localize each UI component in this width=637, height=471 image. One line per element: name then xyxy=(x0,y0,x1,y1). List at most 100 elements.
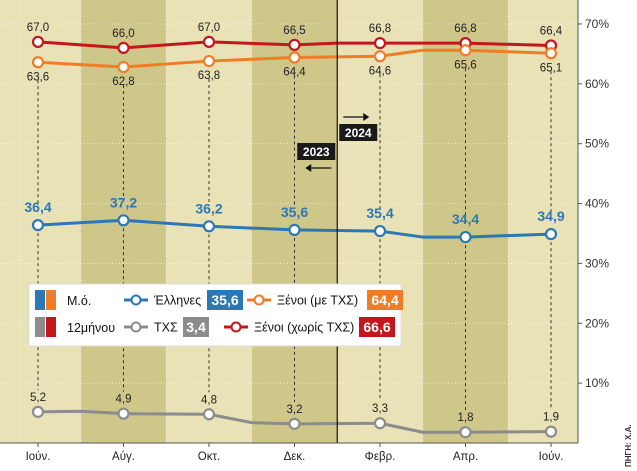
data-point-txs xyxy=(544,425,558,438)
data-point-xenoi_txs xyxy=(373,50,387,63)
data-point-xenoi_txs xyxy=(202,54,216,68)
data-point-ellines xyxy=(459,230,472,244)
data-point-txs xyxy=(459,426,472,439)
legend-value-txs: 3,4 xyxy=(186,319,206,335)
x-tick-label: Δεκ. xyxy=(284,451,306,463)
legend-type-swatch xyxy=(46,317,56,337)
chart-background-stripes xyxy=(0,0,578,443)
data-point-txs xyxy=(373,417,387,430)
stripe-band xyxy=(251,0,338,443)
data-point-xenoi_txs xyxy=(544,47,558,60)
legend-value-ellines: 35,6 xyxy=(211,292,238,308)
year-label-right: 2024 xyxy=(345,126,372,140)
legend-marker-ellines xyxy=(130,294,142,306)
x-tick-label: Φεβρ. xyxy=(365,451,396,463)
x-tick-label: Ιούν. xyxy=(539,451,564,463)
data-label-ellines: 34,9 xyxy=(537,208,564,224)
data-label-xenoi_no_txs: 66,0 xyxy=(112,28,134,40)
data-point-ellines xyxy=(31,218,45,232)
data-label-ellines: 35,4 xyxy=(366,205,393,221)
data-label-txs: 5,2 xyxy=(30,392,46,404)
data-label-xenoi_txs: 63,8 xyxy=(198,70,220,82)
year-label-left: 2023 xyxy=(303,145,330,159)
y-tick-label: 10% xyxy=(585,376,609,390)
legend-marker-txs xyxy=(130,321,142,333)
year-label-left-box xyxy=(297,143,336,160)
data-label-xenoi_no_txs: 67,0 xyxy=(27,22,49,34)
data-point-xenoi_no_txs xyxy=(117,41,130,54)
data-point-ellines xyxy=(117,214,130,227)
data-label-xenoi_txs: 64,4 xyxy=(283,66,306,78)
legend: Μ.ό. 12μήνου Έλληνες 35,6 Ξένοι (με ΤΧΣ) 64,4… xyxy=(28,283,403,347)
data-point-xenoi_txs xyxy=(459,44,472,57)
data-label-txs: 1,9 xyxy=(543,412,559,424)
data-label-xenoi_no_txs: 66,8 xyxy=(369,23,391,35)
data-labels: 67,0 66,0 67,0 66,5 66,8 66,8 66,4 63,6 62,8 63,8… xyxy=(24,22,564,424)
stripe-band xyxy=(422,0,509,443)
data-point-txs xyxy=(288,417,301,430)
y-tick-label: 30% xyxy=(585,256,609,270)
data-label-txs: 3,3 xyxy=(372,403,388,415)
data-label-ellines: 34,4 xyxy=(452,211,479,227)
data-label-txs: 1,8 xyxy=(458,412,474,424)
legend-value-box-xenoi_txs xyxy=(367,290,403,310)
legend-type-swatch xyxy=(46,290,56,310)
arrow-left-head xyxy=(305,164,312,172)
stripe-band xyxy=(337,0,423,443)
legend-label-xenoi_no_txs: Ξένοι (χωρίς ΤΧΣ) xyxy=(254,321,354,335)
series-line-txs xyxy=(36,409,553,434)
data-point-xenoi_txs xyxy=(31,56,45,69)
data-label-xenoi_no_txs: 66,5 xyxy=(283,25,305,37)
data-point-txs xyxy=(117,407,130,420)
x-tick-label: Αύγ. xyxy=(112,451,135,463)
data-label-xenoi_no_txs: 66,4 xyxy=(540,25,563,37)
legend-label-txs: ΤΧΣ xyxy=(154,321,178,335)
legend-type-swatch xyxy=(35,290,45,310)
legend-type-label: Μ.ό. xyxy=(67,294,91,308)
x-tick-label: Οκτ. xyxy=(198,451,220,463)
data-point-txs xyxy=(202,408,216,421)
data-label-ellines: 35,6 xyxy=(281,204,308,220)
y-tick-label: 40% xyxy=(585,197,609,211)
legend-value-xenoi_no_txs: 66,6 xyxy=(363,319,390,335)
x-tick-label: Ιούν. xyxy=(26,451,51,463)
series-line-xenoi_no_txs xyxy=(36,40,553,50)
data-label-txs: 4,9 xyxy=(116,394,132,406)
legend-type-swatch xyxy=(35,317,45,337)
series-points xyxy=(31,35,558,439)
x-tick-label: Απρ. xyxy=(453,451,478,463)
legend-value-box-ellines xyxy=(207,290,243,310)
data-label-xenoi_txs: 64,6 xyxy=(369,65,391,77)
data-label-ellines: 36,4 xyxy=(24,199,51,215)
legend-marker-xenoi_txs xyxy=(253,294,265,306)
right-axis-bg xyxy=(578,0,637,471)
data-label-txs: 3,2 xyxy=(287,404,303,416)
legend-label-xenoi_txs: Ξένοι (με ΤΧΣ) xyxy=(277,294,358,308)
data-point-xenoi_no_txs xyxy=(288,38,301,51)
legend-marker-xenoi_no_txs xyxy=(230,321,242,333)
data-point-xenoi_no_txs xyxy=(373,37,387,50)
arrow-right-head xyxy=(363,113,370,121)
data-point-txs xyxy=(31,405,45,418)
data-label-xenoi_txs: 65,6 xyxy=(454,59,476,71)
data-point-xenoi_txs xyxy=(288,51,301,64)
year-label-right-box xyxy=(339,124,378,141)
data-label-ellines: 37,2 xyxy=(110,194,137,210)
data-label-xenoi_txs: 63,6 xyxy=(27,71,49,83)
legend-value-box-xenoi_no_txs xyxy=(359,317,395,337)
data-point-ellines xyxy=(202,220,216,233)
bottom-axis-bg xyxy=(0,443,578,471)
data-label-xenoi_txs: 65,1 xyxy=(540,62,562,74)
data-label-xenoi_no_txs: 67,0 xyxy=(198,22,220,34)
data-point-ellines xyxy=(544,227,558,241)
y-tick-label: 60% xyxy=(585,77,609,91)
legend-label-ellines: Έλληνες xyxy=(153,294,201,308)
y-tick-label: 70% xyxy=(585,17,609,31)
data-point-ellines xyxy=(373,224,387,238)
data-point-xenoi_no_txs xyxy=(31,35,45,49)
data-label-xenoi_no_txs: 66,8 xyxy=(454,23,476,35)
year-annotations: 2024 2023 xyxy=(297,0,378,443)
